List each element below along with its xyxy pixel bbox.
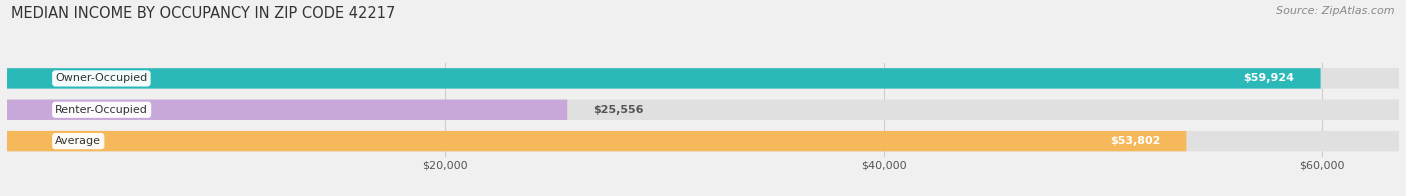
Text: Average: Average [55, 136, 101, 146]
Text: $25,556: $25,556 [593, 105, 644, 115]
FancyBboxPatch shape [7, 100, 567, 120]
Text: $53,802: $53,802 [1109, 136, 1160, 146]
FancyBboxPatch shape [7, 68, 1399, 89]
FancyBboxPatch shape [7, 68, 1320, 89]
FancyBboxPatch shape [7, 131, 1399, 151]
FancyBboxPatch shape [7, 100, 1399, 120]
Text: Owner-Occupied: Owner-Occupied [55, 73, 148, 83]
Text: $59,924: $59,924 [1243, 73, 1295, 83]
FancyBboxPatch shape [7, 131, 1187, 151]
Text: MEDIAN INCOME BY OCCUPANCY IN ZIP CODE 42217: MEDIAN INCOME BY OCCUPANCY IN ZIP CODE 4… [11, 6, 395, 21]
Text: Source: ZipAtlas.com: Source: ZipAtlas.com [1277, 6, 1395, 16]
Text: Renter-Occupied: Renter-Occupied [55, 105, 148, 115]
